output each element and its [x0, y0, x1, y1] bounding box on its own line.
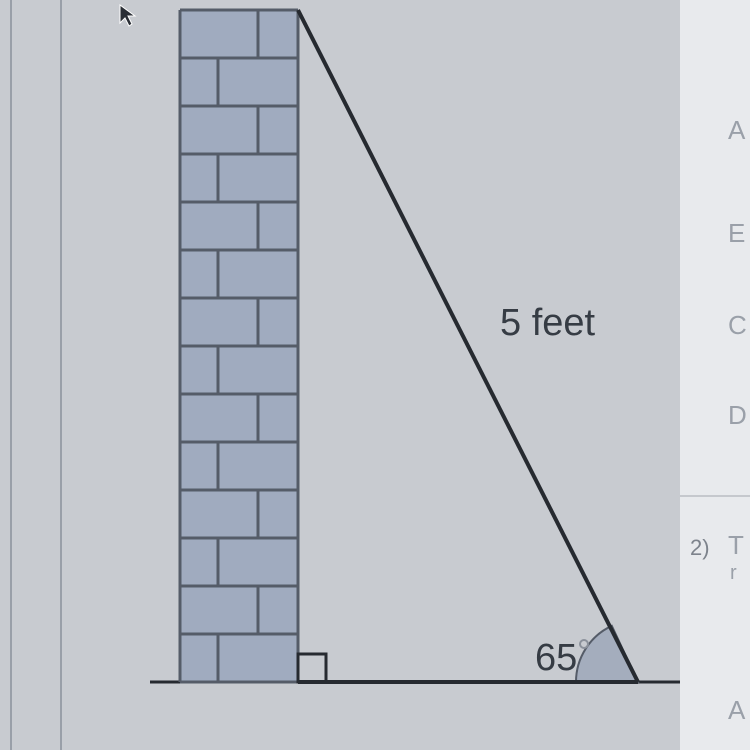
- brick-wall: [180, 10, 298, 682]
- geometry-svg: 5 feet 65: [100, 0, 700, 750]
- angle-arc: [576, 626, 638, 682]
- option-d: D: [728, 400, 747, 431]
- question-number: 2): [690, 535, 710, 561]
- option-c: C: [728, 310, 747, 341]
- right-angle-marker: [298, 654, 326, 682]
- question-text-t: T: [728, 530, 744, 561]
- rule-line-2: [60, 0, 62, 750]
- hypotenuse-label: 5 feet: [500, 302, 596, 344]
- rule-line-1: [10, 0, 12, 750]
- triangle: [298, 10, 638, 682]
- panel-divider: [680, 495, 750, 497]
- answer-panel: A E C D 2) T r A: [680, 0, 750, 750]
- option-b: E: [728, 218, 745, 249]
- diagram-area: 5 feet 65: [100, 0, 660, 750]
- question-text-r: r: [730, 562, 737, 585]
- cursor-icon: [118, 3, 138, 29]
- option-a: A: [728, 115, 745, 146]
- svg-text:65: 65: [535, 637, 577, 679]
- option-a-2: A: [728, 695, 745, 726]
